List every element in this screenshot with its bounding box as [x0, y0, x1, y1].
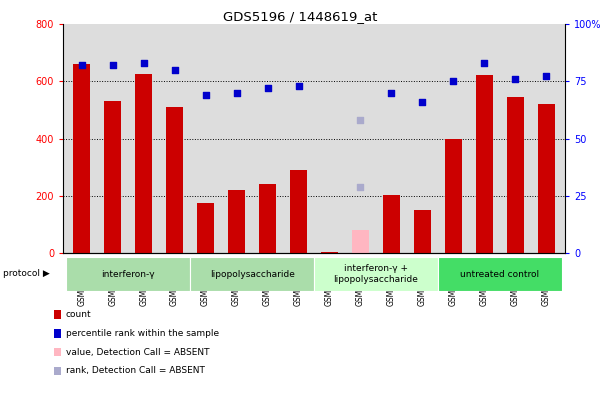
Point [542, 73, 551, 80]
Point [480, 59, 489, 66]
Text: value, Detection Call = ABSENT: value, Detection Call = ABSENT [66, 348, 209, 356]
Bar [445, 139, 462, 253]
Point [201, 92, 210, 98]
Text: untreated control: untreated control [460, 270, 540, 279]
Point [448, 78, 458, 84]
Bar [259, 184, 276, 253]
Bar [538, 104, 555, 253]
Bar [383, 195, 400, 253]
Bar [352, 230, 369, 253]
Text: GDS5196 / 1448619_at: GDS5196 / 1448619_at [224, 10, 377, 23]
Bar [197, 203, 214, 253]
Text: percentile rank within the sample: percentile rank within the sample [66, 329, 219, 338]
Point [356, 184, 365, 190]
Point [77, 62, 87, 68]
Text: rank, Detection Call = ABSENT: rank, Detection Call = ABSENT [66, 367, 204, 375]
Bar [190, 257, 314, 291]
Bar [507, 97, 524, 253]
Bar [66, 257, 190, 291]
Point [263, 85, 272, 91]
Bar [228, 190, 245, 253]
Bar [414, 210, 431, 253]
Bar [73, 64, 90, 253]
Bar [314, 257, 438, 291]
Bar [290, 170, 307, 253]
Bar [321, 252, 338, 253]
Point [418, 99, 427, 105]
Bar [438, 257, 562, 291]
Text: interferon-γ: interferon-γ [102, 270, 155, 279]
Point [139, 59, 148, 66]
Text: count: count [66, 310, 91, 319]
Point [294, 83, 304, 89]
Bar [135, 74, 152, 253]
Text: lipopolysaccharide: lipopolysaccharide [210, 270, 294, 279]
Point [356, 117, 365, 123]
Bar [166, 107, 183, 253]
Point [232, 90, 242, 96]
Text: protocol ▶: protocol ▶ [3, 270, 50, 278]
Bar [104, 101, 121, 253]
Text: interferon-γ +
lipopolysaccharide: interferon-γ + lipopolysaccharide [334, 264, 418, 284]
Point [170, 66, 180, 73]
Point [386, 90, 396, 96]
Point [511, 75, 520, 82]
Bar [476, 75, 493, 253]
Point [108, 62, 117, 68]
